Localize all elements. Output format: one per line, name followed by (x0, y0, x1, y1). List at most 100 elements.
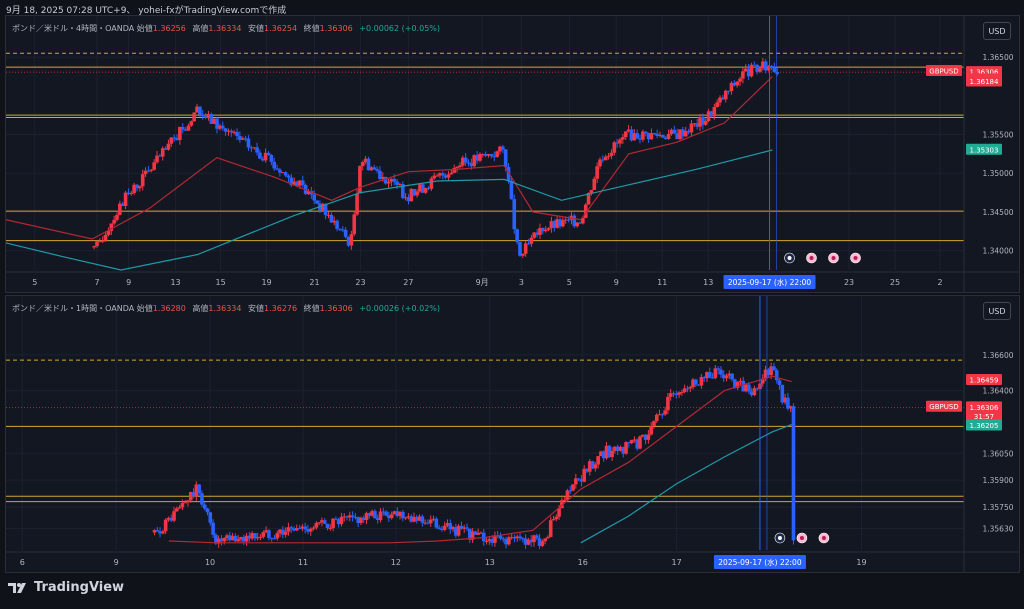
candle-body (643, 131, 648, 133)
candle-body (345, 516, 349, 518)
candle-body (607, 445, 612, 458)
candle-body (443, 175, 448, 178)
candle-body (232, 131, 236, 133)
candle-body (534, 535, 539, 539)
candle-body (509, 536, 514, 538)
legend-change: +0.00062 (+0.05%) (359, 24, 440, 33)
candle-body (378, 511, 383, 520)
candle-body (118, 203, 122, 215)
candle-body (674, 394, 679, 396)
candle-body (158, 155, 162, 157)
legend-high: 1.36334 (208, 24, 242, 33)
candle-body (215, 118, 219, 129)
candle-body (275, 168, 279, 170)
candle-body (743, 68, 748, 72)
candle-body (483, 154, 488, 156)
candle-body (479, 532, 483, 534)
currency-button[interactable]: USD (983, 302, 1011, 320)
candle-body (752, 64, 757, 66)
candle-body (445, 523, 450, 526)
candle-body (432, 175, 437, 179)
candle-body (612, 142, 617, 153)
candle-body (267, 530, 271, 538)
candle-body (538, 228, 542, 235)
candle-body (701, 116, 705, 125)
candle-body (375, 169, 379, 171)
candle-body (189, 121, 194, 126)
moving-average-line (6, 149, 773, 271)
chart-pane-1h[interactable]: ポンド／米ドル・1時間・OANDA 始値1.36280 高値1.36334 安値… (5, 295, 1020, 573)
candle-body (515, 229, 519, 243)
candle-body (155, 530, 160, 532)
candle-body (441, 173, 445, 176)
candle-body (372, 167, 377, 170)
x-tick-label: 13 (703, 278, 713, 287)
candle-body (400, 184, 405, 198)
candle-body (166, 517, 171, 520)
y-tick-label: 1.34500 (982, 208, 1013, 217)
candle-body (526, 243, 531, 245)
footer: TradingView (8, 580, 124, 595)
candle-body (112, 219, 116, 224)
candle-body (698, 116, 702, 127)
candle-body (738, 380, 743, 383)
candle-body (349, 234, 354, 246)
legend-symbol: ポンド／米ドル・1時間・OANDA (12, 304, 135, 313)
candle-body (186, 500, 190, 503)
candle-body (203, 116, 208, 118)
candle-body (755, 64, 759, 72)
candle-body (294, 528, 299, 531)
candle-body (239, 537, 243, 540)
candle-body (387, 515, 391, 519)
currency-button[interactable]: USD (983, 22, 1011, 40)
candle-body (566, 219, 571, 221)
candle-body (200, 493, 204, 505)
candle-body (565, 490, 570, 500)
candle-body (266, 152, 271, 156)
candle-body (100, 240, 105, 242)
candle-body (668, 393, 673, 397)
candle-body (361, 517, 366, 520)
candle-body (589, 190, 594, 193)
candle-body (515, 536, 520, 539)
candle-body (229, 130, 234, 133)
candle-body (228, 535, 232, 541)
candle-body (272, 161, 276, 169)
candle-body (609, 152, 614, 156)
chart-canvas-1h[interactable]: 6 9 10 11 12 13 16 17 19 2025-09-17 (水) 22:00 1.36… (6, 296, 1019, 572)
chart-canvas-4h[interactable]: 5 7 9 13 15 19 21 23 27 9月 3 5 9 11 13 23 25 2 2025-09-17 … (6, 16, 1019, 292)
candle-body (603, 156, 608, 161)
candle-body (431, 518, 436, 520)
candle-body (346, 236, 351, 246)
candle-body (289, 177, 294, 186)
candle-body (172, 511, 176, 521)
x-tick-label: 7 (94, 278, 99, 287)
candle-body (458, 165, 462, 168)
candle-body (195, 106, 199, 113)
chart-pane-4h[interactable]: ポンド／米ドル・4時間・OANDA 始値1.36256 高値1.36334 安値… (5, 15, 1020, 293)
candle-body (735, 382, 740, 388)
candle-body (747, 384, 751, 392)
x-tick-label: 6 (20, 558, 25, 567)
candle-body (106, 230, 111, 235)
candle-body (350, 515, 355, 517)
candle-body (191, 492, 196, 497)
candle-body (775, 72, 779, 74)
candle-body (663, 137, 668, 139)
x-tick-label: 21 (309, 278, 319, 287)
y-tick-label: 1.35500 (982, 131, 1013, 140)
candle-body (446, 174, 451, 178)
candle-body (699, 376, 704, 386)
candle-body (92, 246, 96, 248)
candle-body (655, 133, 659, 136)
candle-body (558, 219, 562, 227)
candle-body (403, 517, 408, 519)
candle-body (554, 516, 559, 520)
legend-1h: ポンド／米ドル・1時間・OANDA 始値1.36280 高値1.36334 安値… (12, 303, 440, 314)
price-badge-label: 1.36306 (970, 69, 999, 77)
candle-body (250, 533, 254, 539)
candle-body (129, 193, 134, 195)
candle-body (214, 534, 218, 544)
candle-body (763, 369, 768, 379)
candle-body (381, 511, 386, 513)
